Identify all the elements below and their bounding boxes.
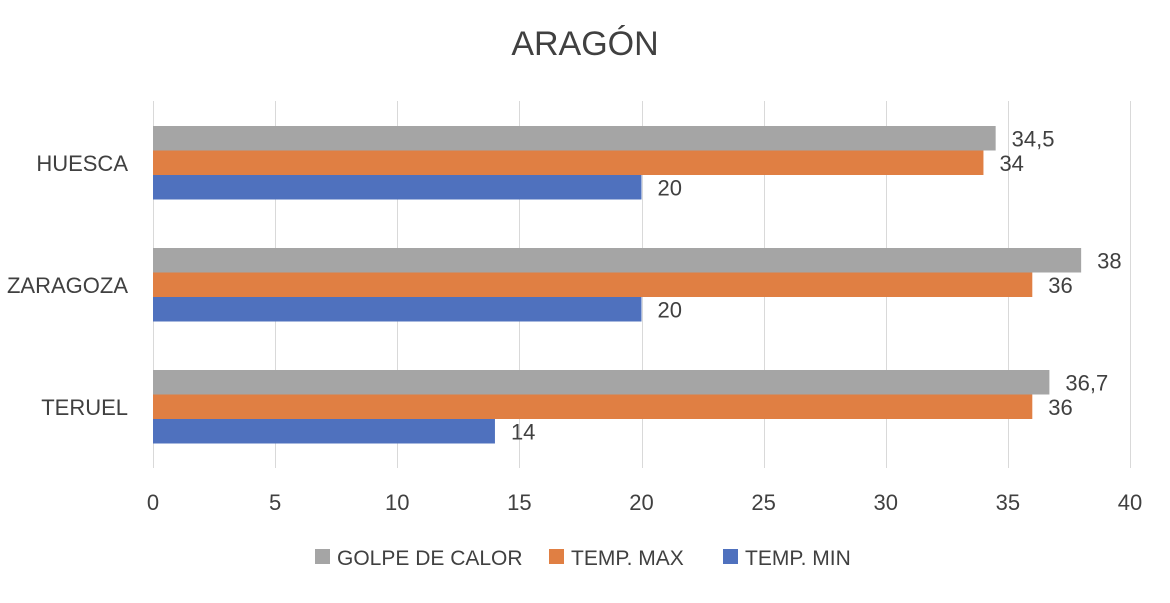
category-axis: HUESCA ZARAGOZA TERUEL [7,151,128,420]
legend-swatch [723,549,738,564]
bar [153,394,1033,419]
bar [153,419,495,444]
legend: GOLPE DE CALOR TEMP. MAX TEMP. MIN [315,547,851,570]
x-tick-label: 15 [507,490,531,515]
x-tick-label: 10 [385,490,409,515]
x-tick-label: 35 [996,490,1020,515]
x-tick-label: 5 [269,490,281,515]
data-label: 20 [658,297,682,322]
bar [153,175,642,200]
bar [153,272,1033,297]
bar [153,126,996,151]
chart-title: ARAGÓN [511,25,658,63]
x-tick-label: 30 [874,490,898,515]
data-label: 36 [1048,395,1072,420]
value-axis: 0 5 10 15 20 25 30 35 40 [147,490,1142,515]
legend-label: TEMP. MAX [571,547,684,570]
x-tick-label: 25 [751,490,775,515]
x-tick-label: 40 [1118,490,1142,515]
data-label: 14 [511,419,535,444]
data-label: 34 [999,151,1023,176]
bar [153,150,984,175]
data-label: 34,5 [1012,126,1055,151]
legend-label: GOLPE DE CALOR [337,547,523,570]
bar [153,370,1050,395]
bar [153,297,642,322]
legend-swatch [549,549,564,564]
legend-swatch [315,549,330,564]
category-label: ZARAGOZA [7,273,128,298]
category-label: HUESCA [36,151,128,176]
data-label: 36,7 [1065,370,1108,395]
x-tick-label: 20 [629,490,653,515]
data-label: 38 [1097,248,1121,273]
bars [153,126,1082,444]
data-label: 36 [1048,273,1072,298]
legend-label: TEMP. MIN [745,547,851,570]
bar [153,248,1082,273]
data-label: 20 [658,175,682,200]
x-tick-label: 0 [147,490,159,515]
category-label: TERUEL [41,395,128,420]
